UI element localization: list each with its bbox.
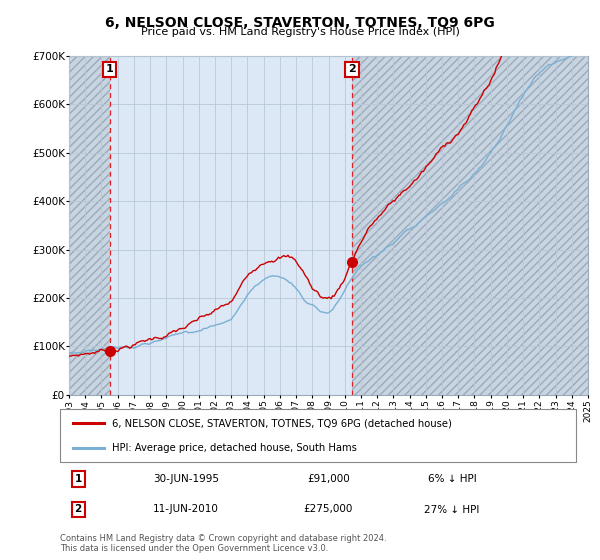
Text: 1: 1	[74, 474, 82, 484]
Text: 1: 1	[106, 64, 113, 74]
Bar	[110, 56, 352, 395]
Bar	[69, 56, 110, 395]
Text: 2: 2	[348, 64, 356, 74]
Text: £91,000: £91,000	[307, 474, 350, 484]
Bar	[352, 56, 588, 395]
Text: 2: 2	[74, 505, 82, 515]
Text: 11-JUN-2010: 11-JUN-2010	[153, 505, 219, 515]
Text: 6, NELSON CLOSE, STAVERTON, TOTNES, TQ9 6PG (detached house): 6, NELSON CLOSE, STAVERTON, TOTNES, TQ9 …	[112, 418, 451, 428]
Text: 6, NELSON CLOSE, STAVERTON, TOTNES, TQ9 6PG: 6, NELSON CLOSE, STAVERTON, TOTNES, TQ9 …	[105, 16, 495, 30]
Text: Price paid vs. HM Land Registry's House Price Index (HPI): Price paid vs. HM Land Registry's House …	[140, 27, 460, 37]
Text: 6% ↓ HPI: 6% ↓ HPI	[428, 474, 476, 484]
Text: 27% ↓ HPI: 27% ↓ HPI	[424, 505, 480, 515]
Text: £275,000: £275,000	[304, 505, 353, 515]
FancyBboxPatch shape	[60, 409, 576, 462]
Text: Contains HM Land Registry data © Crown copyright and database right 2024.
This d: Contains HM Land Registry data © Crown c…	[60, 534, 386, 553]
Text: HPI: Average price, detached house, South Hams: HPI: Average price, detached house, Sout…	[112, 442, 356, 452]
Text: 30-JUN-1995: 30-JUN-1995	[153, 474, 219, 484]
